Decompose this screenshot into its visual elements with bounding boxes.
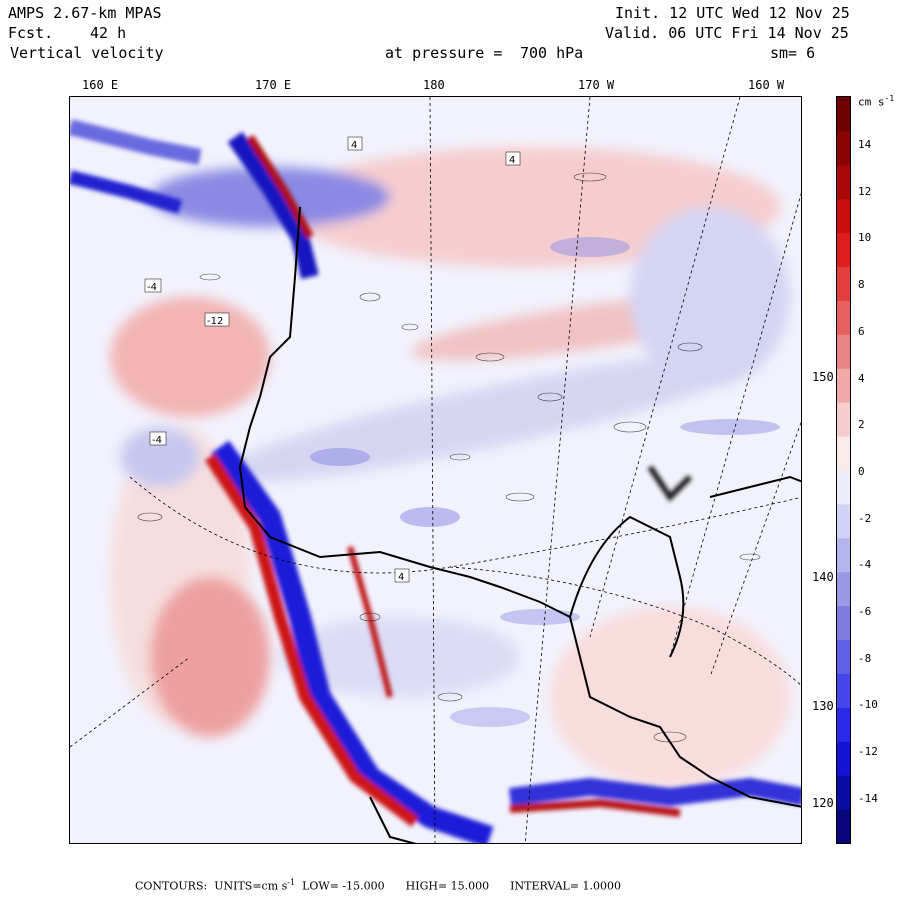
valid-time: Valid. 06 UTC Fri 14 Nov 25 bbox=[605, 24, 849, 42]
colorbar-units-text: cm s bbox=[858, 95, 885, 109]
footer-contours-label: CONTOURS: bbox=[135, 879, 208, 893]
colorbar-tick-label: 4 bbox=[858, 371, 865, 385]
lon-label-160w: 160 W bbox=[748, 78, 785, 92]
colorbar-tick-label: -2 bbox=[858, 511, 872, 525]
colorbar-swatch bbox=[837, 673, 850, 708]
colorbar-units-exponent: -1 bbox=[884, 94, 895, 103]
colorbar-swatch bbox=[837, 809, 850, 844]
colorbar-swatch bbox=[837, 707, 850, 742]
map-canvas: 4 -4 -12 4 -4 4 bbox=[70, 97, 801, 843]
contour-info: CONTOURS: UNITS=cm s-1 LOW= -15.000 HIGH… bbox=[135, 878, 621, 893]
colorbar-tick-label: 14 bbox=[858, 138, 872, 151]
downdraft-patches bbox=[310, 237, 780, 727]
lon-label-180: 180 bbox=[423, 78, 445, 92]
colorbar-swatch bbox=[837, 300, 850, 335]
graticule bbox=[70, 97, 801, 843]
colorbar-swatch bbox=[837, 741, 850, 776]
contour-labels: 4 -4 -12 4 -4 4 bbox=[144, 136, 521, 583]
footer-units: UNITS=cm s bbox=[214, 879, 288, 893]
lon-label-170e: 170 E bbox=[255, 78, 292, 92]
mountain-wave-band bbox=[70, 119, 801, 843]
colorbar-swatches bbox=[837, 97, 850, 844]
contour-label: 4 bbox=[398, 572, 404, 583]
colorbar-tick-label: 8 bbox=[858, 278, 865, 292]
colorbar-tick-label: 12 bbox=[858, 184, 872, 198]
colorbar-tick-label: 10 bbox=[858, 231, 872, 245]
contour-label: 4 bbox=[351, 140, 357, 151]
colorbar-swatch bbox=[837, 368, 850, 403]
colorbar-swatch bbox=[837, 436, 850, 471]
footer-interval: INTERVAL= 1.0000 bbox=[510, 879, 622, 893]
colorbar-swatch bbox=[837, 232, 850, 268]
contour-label: -12 bbox=[207, 316, 223, 327]
footer-high: HIGH= 15.000 bbox=[405, 879, 490, 893]
colorbar bbox=[836, 96, 851, 844]
colorbar-swatch bbox=[837, 571, 850, 607]
colorbar-units: cm s-1 bbox=[858, 94, 894, 109]
colorbar-tick-label: 6 bbox=[858, 324, 865, 338]
coastline bbox=[238, 206, 801, 843]
colorbar-swatch bbox=[837, 775, 850, 810]
velocity-field-broad bbox=[110, 147, 790, 787]
contour-label: 4 bbox=[509, 155, 515, 166]
colorbar-tick-label: -6 bbox=[858, 605, 872, 618]
colorbar-tick-label: 2 bbox=[858, 418, 865, 432]
colorbar-swatch bbox=[837, 198, 850, 234]
colorbar-swatch bbox=[837, 97, 850, 132]
colorbar-swatch bbox=[837, 402, 850, 437]
colorbar-tick-label: -12 bbox=[858, 745, 878, 759]
lon-label-160e: 160 E bbox=[82, 78, 119, 92]
init-time: Init. 12 UTC Wed 12 Nov 25 bbox=[615, 4, 850, 22]
forecast-hour: 42 h bbox=[90, 24, 127, 42]
colorbar-swatch bbox=[837, 639, 850, 674]
smoothing-value: sm= 6 bbox=[770, 44, 816, 62]
colorbar-swatch bbox=[837, 503, 850, 539]
colorbar-swatch bbox=[837, 266, 850, 301]
colorbar-swatch bbox=[837, 130, 850, 166]
contour-label: -4 bbox=[152, 435, 162, 446]
colorbar-tick-label: -14 bbox=[858, 791, 878, 805]
colorbar-tick-label: 0 bbox=[858, 464, 865, 478]
pressure-value: 700 hPa bbox=[520, 44, 584, 62]
colorbar-swatch bbox=[837, 605, 850, 641]
vertical-velocity-map: 4 -4 -12 4 -4 4 bbox=[69, 96, 802, 844]
lon-label-170w: 170 W bbox=[578, 78, 615, 92]
pressure-label: at pressure = bbox=[385, 44, 503, 62]
colorbar-swatch bbox=[837, 470, 850, 505]
contour-label: -4 bbox=[147, 282, 157, 293]
model-title: AMPS 2.67-km MPAS bbox=[8, 4, 162, 22]
footer-low: LOW= -15.000 bbox=[302, 879, 385, 893]
field-name: Vertical velocity bbox=[10, 44, 164, 62]
footer-units-exponent: -1 bbox=[287, 878, 296, 887]
colorbar-tick-label: -8 bbox=[858, 651, 872, 665]
colorbar-swatch bbox=[837, 164, 850, 200]
colorbar-tick-label: -4 bbox=[858, 558, 872, 572]
colorbar-tick-label: -10 bbox=[858, 698, 878, 712]
contour-texture bbox=[137, 172, 761, 743]
forecast-label: Fcst. bbox=[8, 24, 54, 42]
colorbar-swatch bbox=[837, 334, 850, 369]
colorbar-swatch bbox=[837, 537, 850, 573]
